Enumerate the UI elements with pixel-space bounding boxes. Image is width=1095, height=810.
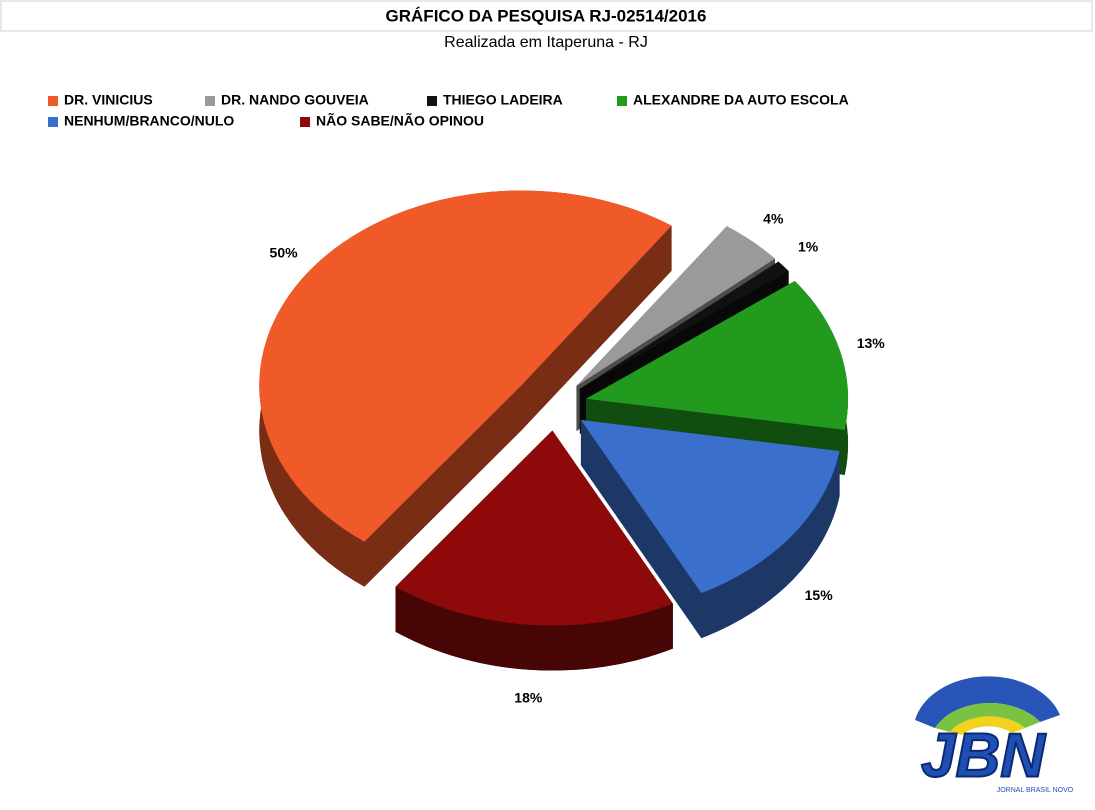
data-label: 4% (763, 210, 784, 226)
slice (579, 261, 789, 389)
data-label: 1% (798, 239, 819, 255)
slice (586, 280, 849, 430)
legend-swatch (617, 96, 627, 106)
title-frame (0, 0, 1093, 32)
logo-arc (950, 716, 1025, 735)
logo: JBN JORNAL BRASIL NOVO (915, 676, 1074, 794)
data-label: 50% (270, 245, 299, 261)
slice (259, 190, 672, 542)
slice-side (580, 420, 702, 639)
slice (580, 420, 840, 594)
slice-side (395, 586, 673, 671)
data-label: 15% (805, 587, 834, 603)
legend-label: NÃO SABE/NÃO OPINOU (316, 112, 484, 129)
legend-label: ALEXANDRE DA AUTO ESCOLA (633, 92, 849, 108)
legend-swatch (48, 96, 58, 106)
slice (576, 226, 775, 387)
data-label: 18% (514, 690, 543, 706)
slice-side (521, 225, 672, 431)
logo-arc (935, 703, 1040, 732)
pie: 4% 1% 50% 13% 15% 18% (259, 190, 886, 706)
chart-subtitle: Realizada em Itaperuna - RJ (444, 34, 648, 51)
logo-text: JBN (921, 721, 1046, 790)
legend-label: DR. VINICIUS (64, 92, 153, 108)
chart-title: GRÁFICO DA PESQUISA RJ-02514/2016 (386, 6, 707, 25)
slice (395, 430, 673, 626)
legend-label: THIEGO LADEIRA (443, 92, 563, 108)
slice-side (701, 451, 840, 639)
legend-swatch (205, 96, 215, 106)
legend-swatch (427, 96, 437, 106)
slice-side (364, 385, 522, 587)
logo-caption: JORNAL BRASIL NOVO (997, 787, 1074, 794)
legend: DR. VINICIUS DR. NANDO GOUVEIA THIEGO LADE… (48, 92, 849, 129)
legend-label: DR. NANDO GOUVEIA (221, 92, 369, 108)
legend-swatch (48, 117, 58, 127)
logo-arc (915, 676, 1060, 728)
legend-swatch (300, 117, 310, 127)
data-label: 13% (857, 335, 886, 351)
legend-label: NENHUM/BRANCO/NULO (64, 113, 234, 129)
